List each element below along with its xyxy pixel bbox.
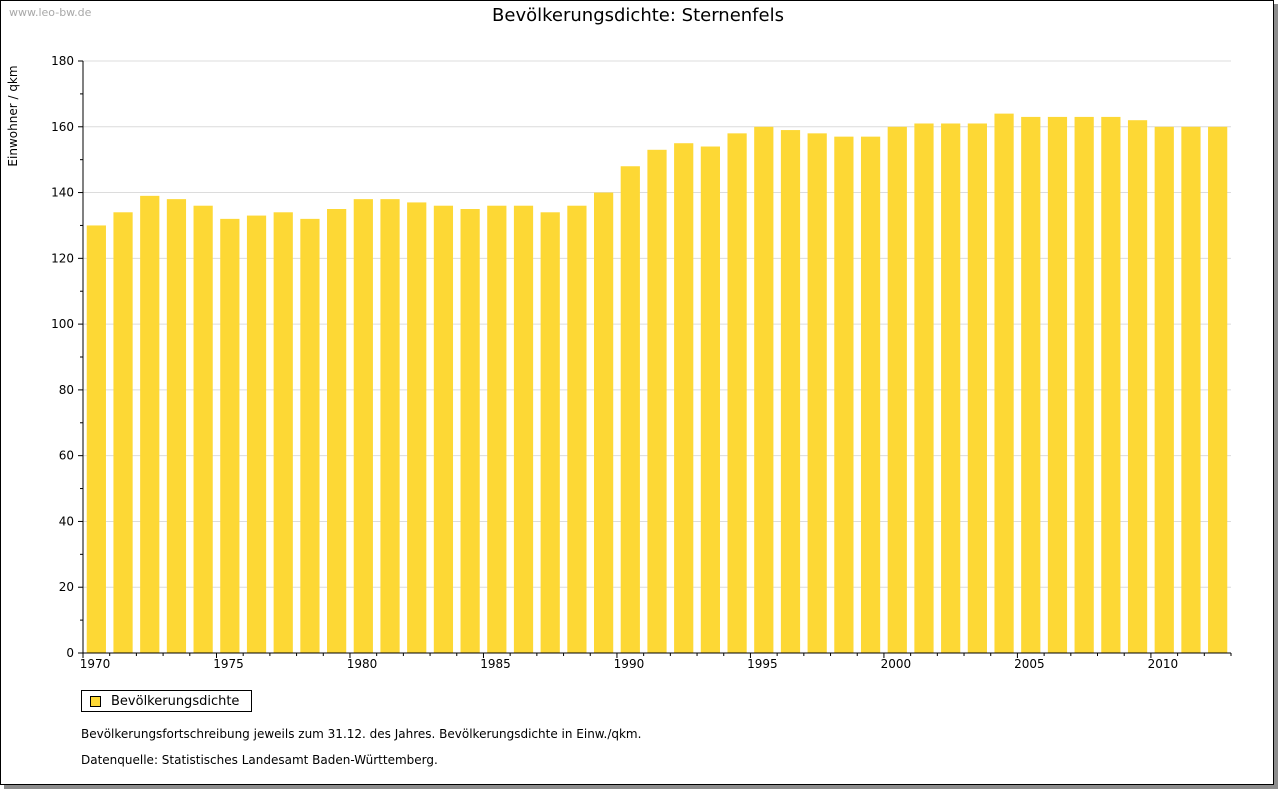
watermark: www.leo-bw.de [9,6,92,19]
y-tick-label: 0 [66,646,74,660]
bar-1980 [353,199,373,653]
bar-1984 [460,209,480,653]
bar-1974 [193,205,213,653]
bar-1997 [807,133,827,653]
bar-1976 [246,215,267,654]
bar-2007 [1074,116,1094,653]
bar-1988 [567,205,587,653]
footnote-definition: Bevölkerungsfortschreibung jeweils zum 3… [81,727,642,741]
bar-1992 [674,143,694,653]
bar-1994 [727,133,747,653]
y-tick-label: 180 [51,54,74,68]
bar-1970 [86,225,106,653]
bar-1977 [273,212,293,654]
y-tick-label: 160 [51,120,74,134]
x-tick-label: 1980 [347,657,378,671]
x-tick-label: 2010 [1148,657,1179,671]
x-tick-label: 1975 [213,657,244,671]
x-tick-label: 1995 [747,657,778,671]
y-axis-label: Einwohner / qkm [6,65,20,166]
bar-2002 [941,123,961,653]
bar-2000 [887,126,907,654]
y-tick-label: 120 [51,251,74,265]
bar-1981 [380,199,400,653]
bar-2011 [1181,126,1201,654]
bar-1985 [487,205,507,653]
bar-1986 [513,205,534,653]
x-tick-label: 1990 [614,657,645,671]
bar-1996 [780,130,801,654]
bar-1975 [220,218,240,653]
axes: 0 20 40 60 80 100 120 140 160 180 1970 1975 1980 1985… [51,54,1232,671]
y-tick-label: 100 [51,317,74,331]
bar-2005 [1021,116,1041,653]
bar-1998 [834,136,854,654]
x-tick-label: 1970 [80,657,111,671]
y-tick-label: 60 [59,449,74,463]
bar-1999 [860,136,881,654]
bar-series [86,113,1228,654]
footnote-source: Datenquelle: Statistisches Landesamt Bad… [81,753,438,767]
bar-2008 [1101,116,1121,653]
bar-1995 [754,126,774,654]
bar-2004 [994,113,1014,654]
bar-2012 [1208,126,1228,654]
bar-2003 [967,123,987,653]
chart-title: Bevölkerungsdichte: Sternenfels [492,5,784,26]
legend-swatch [90,695,101,707]
legend-label: Bevölkerungsdichte [111,693,240,709]
bar-1990 [620,166,640,653]
y-tick-label: 140 [51,186,74,200]
bar-1983 [433,205,454,653]
bar-1987 [540,212,560,654]
legend: Bevölkerungsdichte [81,690,253,712]
x-tick-label: 2000 [881,657,912,671]
bar-1993 [700,146,721,653]
x-tick-label: 2005 [1014,657,1045,671]
bar-1991 [647,149,667,654]
bar-1989 [593,192,614,654]
bar-1978 [300,218,320,653]
bar-2006 [1047,116,1068,653]
bar-1982 [407,202,427,653]
bar-1979 [327,209,347,653]
bar-1971 [113,212,133,654]
bar-2010 [1154,126,1174,654]
bar-1973 [166,199,187,653]
y-tick-label: 20 [59,580,74,594]
bar-2009 [1127,120,1148,653]
y-tick-label: 80 [59,383,74,397]
bar-1972 [140,195,160,653]
y-tick-label: 40 [59,514,74,528]
x-tick-label: 1985 [480,657,511,671]
bar-2001 [914,123,934,653]
